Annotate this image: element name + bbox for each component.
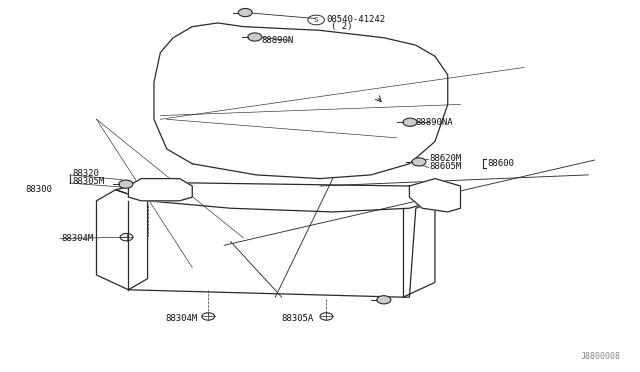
Text: 88890NA: 88890NA bbox=[416, 118, 453, 127]
Polygon shape bbox=[403, 197, 448, 297]
Polygon shape bbox=[97, 190, 148, 290]
Text: 08540-41242: 08540-41242 bbox=[326, 15, 385, 24]
Text: ( 2): ( 2) bbox=[331, 22, 353, 31]
Polygon shape bbox=[116, 182, 448, 212]
Text: J8800008: J8800008 bbox=[580, 352, 620, 361]
Circle shape bbox=[377, 296, 391, 304]
Circle shape bbox=[412, 158, 426, 166]
Text: S: S bbox=[314, 17, 318, 23]
Text: 88304M: 88304M bbox=[61, 234, 93, 243]
Circle shape bbox=[248, 33, 262, 41]
Text: 88320: 88320 bbox=[72, 169, 99, 178]
Polygon shape bbox=[129, 179, 192, 201]
Circle shape bbox=[119, 180, 133, 188]
Text: 88305A: 88305A bbox=[282, 314, 314, 323]
Text: 88890N: 88890N bbox=[261, 36, 294, 45]
Text: 88300: 88300 bbox=[25, 185, 52, 194]
Text: 88304M: 88304M bbox=[166, 314, 198, 323]
Text: 88620M: 88620M bbox=[430, 154, 462, 163]
Circle shape bbox=[238, 9, 252, 17]
Polygon shape bbox=[410, 179, 461, 212]
Text: 88600: 88600 bbox=[487, 158, 514, 167]
Circle shape bbox=[403, 118, 417, 126]
Text: 88605M: 88605M bbox=[430, 162, 462, 171]
Text: 88305M: 88305M bbox=[72, 177, 104, 186]
Polygon shape bbox=[154, 23, 448, 179]
